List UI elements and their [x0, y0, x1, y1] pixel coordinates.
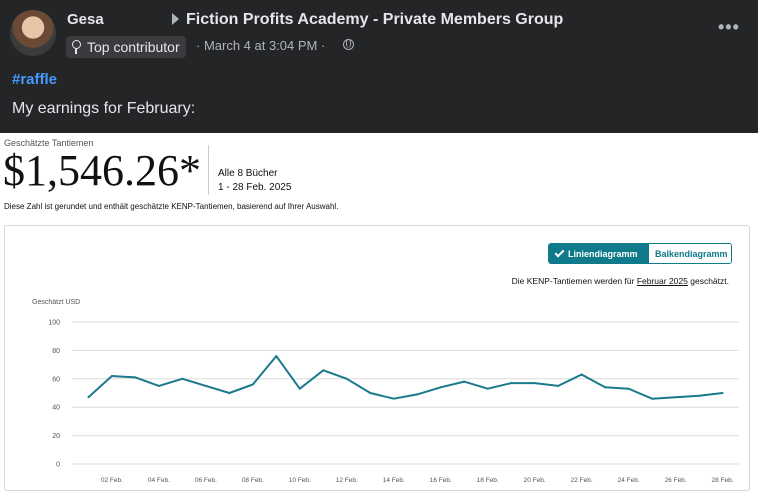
y-tick-label: 20: [52, 433, 60, 440]
badge-icon: [70, 40, 82, 54]
kenp-month-link[interactable]: Februar 2025: [636, 276, 688, 286]
data-point: [392, 397, 395, 400]
data-point: [580, 373, 583, 376]
x-tick-label: 20 Feb.: [524, 477, 546, 484]
data-point: [298, 387, 301, 390]
kenp-note: Die KENP-Tantiemen werden für Februar 20…: [512, 276, 729, 286]
bar-chart-label: Balkendiagramm: [655, 248, 728, 259]
x-tick-label: 02 Feb.: [101, 477, 123, 484]
x-tick-label: 10 Feb.: [289, 477, 311, 484]
data-point: [204, 384, 207, 387]
series-line: [87, 355, 723, 400]
data-point: [463, 380, 466, 383]
post-text: My earnings for February:: [12, 100, 196, 117]
y-tick-label: 40: [52, 405, 60, 412]
hashtag-link[interactable]: #raffle: [12, 71, 58, 88]
data-point: [486, 387, 489, 390]
x-tick-label: 24 Feb.: [618, 477, 640, 484]
arrow-right-icon: [172, 13, 179, 25]
data-point: [439, 386, 442, 389]
line-chart-button[interactable]: Liniendiagramm: [549, 244, 649, 263]
data-point: [110, 374, 113, 377]
x-tick-label: 18 Feb.: [477, 477, 499, 484]
x-tick-label: 08 Feb.: [242, 477, 264, 484]
y-tick-label: 100: [48, 320, 60, 327]
data-point: [275, 355, 278, 358]
chart-container: Liniendiagramm Balkendiagramm Die KENP-T…: [4, 225, 750, 491]
data-point: [251, 383, 254, 386]
kdp-screenshot: Geschätzte Tantiemen $1,546.26* Alle 8 B…: [0, 133, 758, 495]
data-point: [510, 382, 513, 385]
author-name[interactable]: Gesa: [67, 11, 104, 28]
data-point: [322, 369, 325, 372]
divider: [208, 145, 209, 195]
data-point: [134, 376, 137, 379]
data-point: [674, 396, 677, 399]
data-point: [557, 384, 560, 387]
bar-chart-button[interactable]: Balkendiagramm: [649, 244, 731, 263]
chart-type-toggle: Liniendiagramm Balkendiagramm: [548, 243, 732, 264]
data-point: [627, 387, 630, 390]
line-chart: 0 20 40 60 80 100 02 Feb. 04 Feb. 06 Feb. 08 Feb.…: [48, 320, 739, 484]
data-point: [181, 377, 184, 380]
date-range: 1 - 28 Feb. 2025: [218, 182, 292, 193]
books-count: Alle 8 Bücher: [218, 168, 278, 179]
x-tick-label: 16 Feb.: [430, 477, 452, 484]
globe-icon: [343, 39, 354, 50]
more-options-icon[interactable]: •••: [718, 17, 740, 37]
data-point: [87, 396, 90, 399]
data-point: [228, 392, 231, 394]
y-tick-label: 60: [52, 376, 60, 383]
x-tick-label: 04 Feb.: [148, 477, 170, 484]
badge-label: Top contributor: [87, 39, 180, 55]
data-point: [721, 392, 724, 394]
data-point: [369, 392, 372, 394]
data-point: [533, 382, 536, 385]
data-point: [698, 394, 701, 397]
y-tick-label: 0: [56, 462, 60, 469]
data-point: [651, 397, 654, 400]
line-chart-label: Liniendiagramm: [568, 248, 638, 259]
avatar[interactable]: [10, 10, 56, 56]
kenp-note-prefix: Die KENP-Tantiemen werden für: [511, 276, 635, 286]
kenp-note-suffix: geschätzt.: [690, 276, 729, 286]
y-axis-title: Geschätzt USD: [32, 299, 81, 306]
data-point: [345, 377, 348, 380]
data-point: [604, 386, 607, 389]
x-tick-label: 26 Feb.: [665, 477, 687, 484]
x-tick-label: 06 Feb.: [195, 477, 217, 484]
post-header: Gesa Fiction Profits Academy - Private M…: [0, 0, 758, 133]
post-timestamp[interactable]: · March 4 at 3:04 PM ·: [196, 38, 326, 53]
x-tick-label: 14 Feb.: [383, 477, 405, 484]
top-contributor-badge[interactable]: Top contributor: [66, 36, 186, 58]
royalties-amount: $1,546.26*: [3, 146, 201, 195]
rounding-note: Diese Zahl ist gerundet und enthält gesc…: [4, 202, 339, 211]
data-point: [416, 393, 419, 396]
royalties-label: Geschätzte Tantiemen: [4, 138, 94, 148]
x-tick-label: 22 Feb.: [571, 477, 593, 484]
data-point: [157, 384, 160, 387]
x-tick-label: 28 Feb.: [712, 477, 734, 484]
group-name[interactable]: Fiction Profits Academy - Private Member…: [186, 11, 564, 28]
y-tick-label: 80: [52, 348, 60, 355]
x-tick-label: 12 Feb.: [336, 477, 358, 484]
